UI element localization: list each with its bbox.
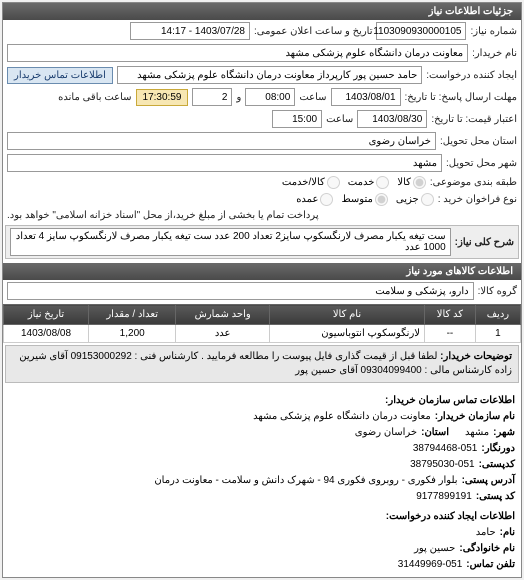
prov-k: استان: [421, 425, 449, 441]
td-code: -- [425, 325, 476, 343]
goods-section-title: اطلاعات کالاهای مورد نیاز [3, 263, 521, 280]
th-name: نام کالا [269, 305, 424, 325]
qty-opt-medium[interactable]: متوسط [341, 193, 387, 206]
goods-table: ردیف کد کالا نام کالا واحد شمارش تعداد /… [3, 304, 521, 343]
post-v: 38795030-051 [410, 457, 475, 473]
city-label: شهر محل تحویل: [446, 158, 517, 169]
td-date: 1403/08/08 [4, 325, 89, 343]
qty-type-label: نوع فراخوان خرید : [438, 194, 517, 205]
postal-k: کد پستی: [476, 489, 515, 505]
post-k: کدپستی: [479, 457, 515, 473]
countdown-timer: 17:30:59 [136, 89, 189, 106]
remain-label: ساعت باقی مانده [58, 92, 131, 103]
buyer-note-label: توضیحات خریدار: [440, 351, 512, 362]
th-unit: واحد شمارش [176, 305, 270, 325]
panel-title: جزئیات اطلاعات نیاز [3, 3, 521, 20]
announce-value: 1403/07/28 - 14:17 [130, 22, 250, 40]
cfam-v: حسین پور [414, 541, 455, 557]
need-title-value: ست تیغه یکبار مصرف لارنگسکوپ سایز2 تعداد… [10, 228, 451, 256]
buyer-unit-value: معاونت درمان دانشگاه علوم پزشکی مشهد [7, 44, 468, 62]
qty-opt-minor[interactable]: جزیی [396, 193, 434, 206]
th-row: ردیف [475, 305, 520, 325]
city-k: شهر: [493, 425, 515, 441]
buyer-contact-button[interactable]: اطلاعات تماس خریدار [7, 67, 113, 84]
goods-group-value: دارو، پزشکی و سلامت [7, 282, 474, 300]
city-value: مشهد [7, 154, 442, 172]
cname-k: نام: [500, 525, 515, 541]
buyer-note-value: لطفا قبل از قیمت گذاری فایل پیوست را مطا… [19, 351, 512, 376]
contact-section-title: اطلاعات تماس سازمان خریدار: [9, 393, 515, 409]
org-label: نام سازمان خریدار: [435, 409, 515, 425]
bundle-opt-service[interactable]: خدمت [348, 176, 390, 189]
days-value: 2 [192, 88, 232, 106]
buyer-unit-label: نام خریدار: [472, 48, 517, 59]
time-label-1: ساعت [299, 92, 326, 103]
time-label-2: ساعت [326, 114, 353, 125]
pay-note: پرداخت تمام یا بخشی از مبلغ خرید،از محل … [7, 210, 319, 221]
deadline-label: مهلت ارسال پاسخ: تا تاریخ: [405, 92, 517, 103]
td-name: لارنگوسکوپ انتوباسیون [269, 325, 424, 343]
td-unit: عدد [176, 325, 270, 343]
bundle-radio-group: کالا خدمت کالا/خدمت [282, 176, 426, 189]
bundle-opt-goods[interactable]: کالا [397, 176, 426, 189]
need-number-value: 1103090930000105 [376, 22, 466, 40]
bundle-opt-both[interactable]: کالا/خدمت [282, 176, 340, 189]
td-row: 1 [475, 325, 520, 343]
days-conj: و [236, 92, 241, 103]
need-number-label: شماره نیاز: [470, 26, 517, 37]
need-title-label: شرح کلی نیاز: [455, 237, 514, 248]
bundle-label: طبقه بندی موضوعی: [430, 177, 517, 188]
province-label: استان محل تحویل: [440, 136, 517, 147]
ctel-v: 31449969-051 [398, 557, 463, 573]
th-code: کد کالا [425, 305, 476, 325]
fax-k: دورنگار: [481, 441, 515, 457]
goods-group-label: گروه کالا: [478, 286, 517, 297]
th-qty: تعداد / مقدار [89, 305, 176, 325]
postal-v: 9177899191 [416, 489, 472, 505]
deadline-time: 08:00 [245, 88, 295, 106]
requester-value: حامد حسین پور کارپرداز معاونت درمان دانش… [117, 66, 422, 84]
org-value: معاونت درمان دانشگاه علوم پزشکی مشهد [253, 409, 431, 425]
td-qty: 1,200 [89, 325, 176, 343]
ctel-k: تلفن تماس: [466, 557, 515, 573]
requester-label: ایجاد کننده درخواست: [426, 70, 517, 81]
creator-section-title: اطلاعات ایجاد کننده درخواست: [9, 509, 515, 525]
addr-k: آدرس پستی: [462, 473, 515, 489]
price-valid-label: اعتبار قیمت: تا تاریخ: [431, 114, 517, 125]
province-value: خراسان رضوی [7, 132, 436, 150]
qty-radio-group: جزیی متوسط عمده [296, 193, 434, 206]
deadline-date: 1403/08/01 [331, 88, 401, 106]
prov-v: خراسان رضوی [355, 425, 417, 441]
table-row: 1 -- لارنگوسکوپ انتوباسیون عدد 1,200 140… [4, 325, 521, 343]
qty-opt-major[interactable]: عمده [296, 193, 333, 206]
th-date: تاریخ نیاز [4, 305, 89, 325]
fax-v: 38794468-051 [413, 441, 478, 457]
cfam-k: نام خانوادگی: [459, 541, 515, 557]
price-valid-date: 1403/08/30 [357, 110, 427, 128]
price-valid-time: 15:00 [272, 110, 322, 128]
city-v: مشهد [465, 425, 489, 441]
addr-v: بلوار فکوری - روبروی فکوری 94 - شهرک دان… [154, 473, 457, 489]
cname-v: حامد [476, 525, 496, 541]
announce-label: تاریخ و ساعت اعلان عمومی: [254, 26, 373, 37]
